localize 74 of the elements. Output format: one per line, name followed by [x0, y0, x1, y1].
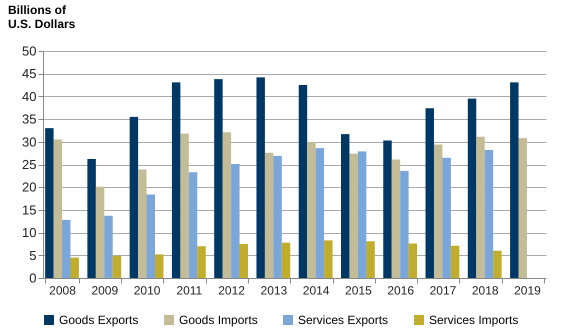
x-tick-label: 2016 — [387, 284, 414, 298]
bar — [104, 216, 113, 278]
bar — [426, 108, 434, 278]
bar — [138, 169, 147, 278]
y-tick-label: 20 — [22, 180, 36, 195]
y-tick-label: 35 — [22, 112, 36, 127]
bar — [273, 156, 282, 278]
y-axis-title: Billions of U.S. Dollars — [8, 3, 76, 31]
bar — [518, 138, 527, 278]
bar — [130, 116, 138, 278]
x-tick-label: 2012 — [218, 284, 246, 298]
bar — [214, 79, 223, 278]
bar — [155, 254, 164, 278]
legend-label: Services Exports — [298, 313, 388, 327]
bar — [146, 194, 156, 278]
bar — [282, 242, 290, 278]
bar — [510, 82, 519, 278]
legend-label: Goods Imports — [179, 313, 258, 327]
bar — [62, 220, 70, 278]
y-tick-label: 50 — [22, 44, 36, 58]
bar — [468, 98, 476, 278]
x-tick-label: 2008 — [49, 284, 76, 298]
x-tick-label: 2018 — [472, 284, 499, 298]
bar — [340, 134, 350, 278]
y-tick-label: 25 — [22, 157, 36, 172]
bar — [484, 150, 494, 278]
bar — [358, 151, 366, 278]
y-tick-label: 5 — [29, 248, 36, 263]
bar — [87, 159, 96, 278]
x-tick-label: 2013 — [260, 284, 288, 298]
x-tick-label: 2014 — [302, 284, 330, 298]
bar — [298, 85, 308, 278]
y-tick-label: 30 — [22, 134, 36, 150]
bar — [112, 256, 122, 278]
x-tick-label: 2015 — [345, 284, 372, 298]
y-tick-label: 45 — [22, 66, 36, 82]
bar — [197, 246, 206, 278]
bar — [408, 243, 418, 278]
bar — [240, 244, 248, 278]
x-tick-label: 2017 — [430, 284, 457, 298]
bar — [307, 142, 316, 278]
bar — [400, 170, 409, 278]
x-tick-label: 2019 — [514, 284, 542, 298]
bar — [442, 158, 451, 278]
bar — [476, 136, 485, 278]
y-tick-label: 0 — [29, 270, 36, 286]
bar — [264, 152, 274, 278]
y-tick-label: 40 — [22, 88, 36, 104]
bar — [70, 258, 79, 278]
bar — [450, 246, 460, 278]
y-tick-label: 10 — [22, 225, 36, 240]
x-tick-label: 2011 — [176, 284, 203, 298]
bar — [231, 164, 240, 278]
legend-label: Goods Exports — [59, 313, 138, 327]
bar — [256, 77, 265, 278]
bar — [493, 250, 502, 278]
bar — [316, 148, 324, 278]
bar — [188, 172, 198, 278]
bar — [383, 140, 392, 278]
bar — [222, 132, 232, 278]
y-tick-label: 15 — [22, 202, 36, 218]
bar — [96, 186, 104, 278]
bar — [434, 144, 442, 278]
bar — [324, 240, 333, 278]
legend-label: Services Imports — [429, 313, 518, 327]
x-tick-label: 2010 — [134, 284, 161, 298]
bar — [392, 160, 400, 278]
bar — [180, 134, 189, 278]
bar — [54, 140, 62, 278]
bar — [349, 154, 358, 278]
bar — [45, 128, 54, 278]
bar — [366, 241, 375, 278]
x-tick-label: 2009 — [91, 284, 118, 298]
bar — [172, 82, 180, 278]
